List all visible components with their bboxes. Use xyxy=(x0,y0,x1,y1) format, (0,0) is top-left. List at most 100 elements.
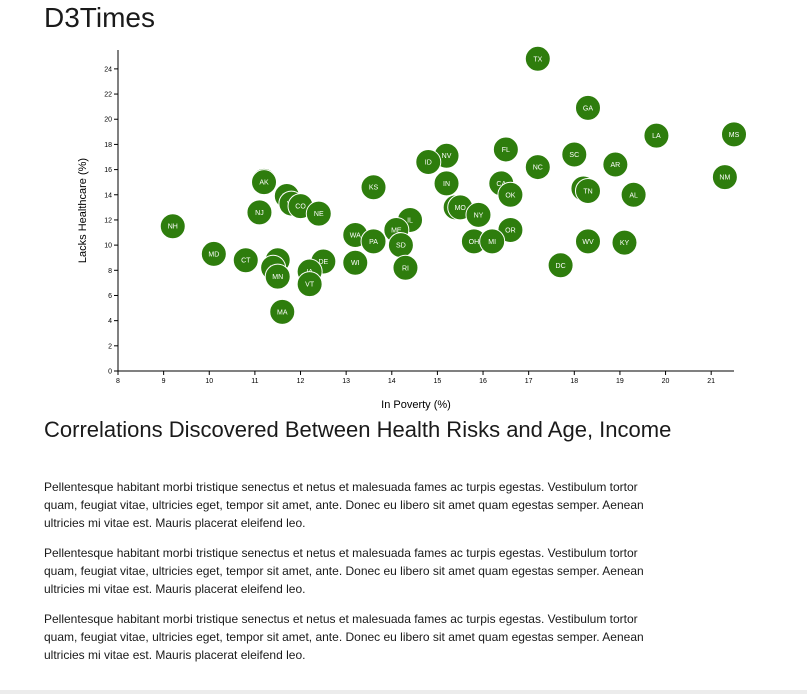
y-tick-label: 14 xyxy=(104,192,112,199)
state-circle[interactable] xyxy=(159,213,186,240)
state-label: KY xyxy=(620,240,630,247)
state-circle[interactable] xyxy=(392,254,419,281)
article-heading: Correlations Discovered Between Health R… xyxy=(44,417,672,442)
state-marker-nh[interactable]: NH xyxy=(159,213,186,240)
state-circle[interactable] xyxy=(643,122,670,149)
state-label: MD xyxy=(208,251,219,258)
state-label: NM xyxy=(719,175,730,182)
state-label: CA xyxy=(496,181,506,188)
y-tick-label: 8 xyxy=(108,268,112,275)
state-label: TX xyxy=(533,56,542,63)
state-label: IN xyxy=(443,181,450,188)
state-circle[interactable] xyxy=(415,149,442,176)
state-label: OR xyxy=(505,228,516,235)
state-circle[interactable] xyxy=(524,45,551,72)
state-marker-nj[interactable]: NJ xyxy=(246,199,273,226)
state-marker-ak[interactable]: AK xyxy=(251,169,278,196)
state-marker-dc[interactable]: DC xyxy=(547,252,574,279)
state-marker-ky[interactable]: KY xyxy=(611,229,638,256)
state-label: OH xyxy=(469,239,480,246)
state-circle[interactable] xyxy=(305,200,332,227)
state-circle[interactable] xyxy=(574,228,601,255)
state-marker-wi[interactable]: WI xyxy=(342,249,369,276)
state-marker-ms[interactable]: MS xyxy=(721,121,747,148)
state-marker-mn[interactable]: MN xyxy=(264,263,291,290)
state-marker-ok[interactable]: OK xyxy=(497,181,524,208)
x-tick-label: 21 xyxy=(707,378,715,385)
state-marker-nm[interactable]: NM xyxy=(711,164,738,191)
state-circle[interactable] xyxy=(602,151,629,178)
x-axis: 8 9 10 11 12 13 14 15 16 17 18 19 20 21 xyxy=(116,370,734,385)
state-label: CO xyxy=(295,204,306,211)
state-marker-nc[interactable]: NC xyxy=(524,154,551,181)
y-tick-label: 12 xyxy=(104,217,112,224)
x-tick-label: 19 xyxy=(616,378,624,385)
x-tick-label: 16 xyxy=(479,378,487,385)
state-circle[interactable] xyxy=(547,252,574,279)
state-marker-ga[interactable]: GA xyxy=(574,94,601,121)
y-tick-label: 16 xyxy=(104,167,112,174)
state-circle[interactable] xyxy=(360,228,387,255)
state-marker-ne[interactable]: NE xyxy=(305,200,332,227)
state-circle[interactable] xyxy=(721,121,747,148)
state-marker-wv[interactable]: WV xyxy=(574,228,601,255)
state-circle[interactable] xyxy=(360,174,387,201)
state-marker-pa[interactable]: PA xyxy=(360,228,387,255)
state-circle[interactable] xyxy=(561,141,588,168)
state-marker-ny[interactable]: NY xyxy=(465,201,492,228)
state-circle[interactable] xyxy=(232,247,259,274)
state-marker-tn[interactable]: TN xyxy=(574,177,601,204)
state-marker-sd[interactable]: SD xyxy=(387,232,414,259)
state-circle[interactable] xyxy=(342,249,369,276)
state-marker-tx[interactable]: TX xyxy=(524,45,551,72)
article-paragraph-2: Pellentesque habitant morbi tristique se… xyxy=(44,546,644,596)
y-tick-label: 24 xyxy=(104,66,112,73)
state-label: FL xyxy=(502,147,510,154)
state-label: NH xyxy=(168,224,178,231)
state-marker-vt[interactable]: VT xyxy=(296,271,323,298)
state-circle[interactable] xyxy=(465,201,492,228)
state-circle[interactable] xyxy=(269,298,296,325)
state-label: AK xyxy=(259,180,269,187)
state-label: AL xyxy=(629,192,638,199)
state-label: KS xyxy=(369,185,379,192)
state-label: MS xyxy=(729,132,740,139)
state-marker-ar[interactable]: AR xyxy=(602,151,629,178)
state-circle[interactable] xyxy=(479,228,506,255)
state-marker-sc[interactable]: SC xyxy=(561,141,588,168)
state-circle[interactable] xyxy=(574,177,601,204)
state-label: MO xyxy=(455,205,467,212)
state-label: WV xyxy=(582,239,594,246)
state-marker-ct[interactable]: CT xyxy=(232,247,259,274)
state-marker-mi[interactable]: MI xyxy=(479,228,506,255)
state-marker-la[interactable]: LA xyxy=(643,122,670,149)
state-label: DC xyxy=(556,263,566,270)
state-circle[interactable] xyxy=(264,263,291,290)
state-marker-al[interactable]: AL xyxy=(620,181,647,208)
state-label: LA xyxy=(652,133,661,140)
state-marker-in[interactable]: IN xyxy=(433,170,460,197)
state-marker-ri[interactable]: RI xyxy=(392,254,419,281)
state-circle[interactable] xyxy=(574,94,601,121)
state-circle[interactable] xyxy=(611,229,638,256)
state-marker-ma[interactable]: MA xyxy=(269,298,296,325)
state-marker-id[interactable]: ID xyxy=(415,149,442,176)
state-circle[interactable] xyxy=(296,271,323,298)
page-bottom-divider xyxy=(0,690,807,694)
state-label: ME xyxy=(391,228,402,235)
state-marker-fl[interactable]: FL xyxy=(492,136,519,163)
state-circle[interactable] xyxy=(433,170,460,197)
state-circle[interactable] xyxy=(524,154,551,181)
state-marker-ks[interactable]: KS xyxy=(360,174,387,201)
state-circle[interactable] xyxy=(711,164,738,191)
state-circle[interactable] xyxy=(620,181,647,208)
state-circle[interactable] xyxy=(200,240,227,267)
x-tick-label: 8 xyxy=(116,378,120,385)
state-circle[interactable] xyxy=(497,181,524,208)
state-circle[interactable] xyxy=(246,199,273,226)
state-circle[interactable] xyxy=(492,136,519,163)
state-marker-md[interactable]: MD xyxy=(200,240,227,267)
state-circle[interactable] xyxy=(251,169,278,196)
state-label: SC xyxy=(569,152,579,159)
